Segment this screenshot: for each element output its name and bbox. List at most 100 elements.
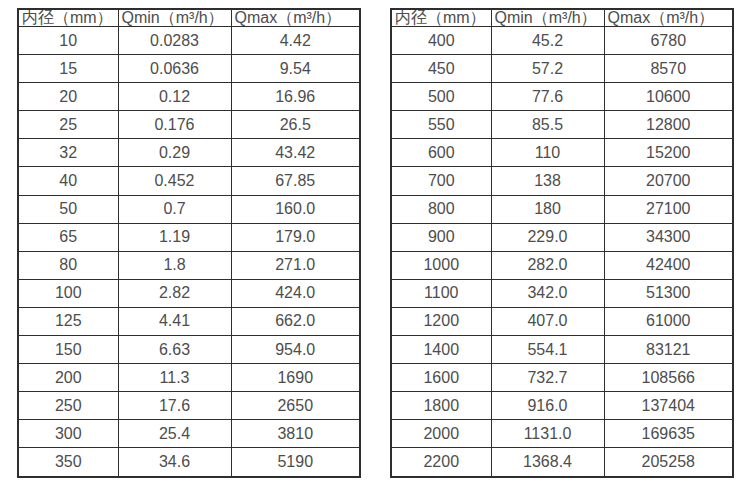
- qmax-cell: 424.0: [231, 279, 360, 307]
- table-row: 1400554.183121: [391, 336, 733, 364]
- qmax-cell: 954.0: [231, 336, 360, 364]
- qmax-cell: 3810: [231, 420, 360, 448]
- table-row: 400.45267.85: [18, 167, 360, 195]
- qmax-cell: 205258: [604, 448, 733, 477]
- inner-diameter-cell: 20: [18, 83, 118, 111]
- qmax-cell: 179.0: [231, 223, 360, 251]
- qmin-cell: 1.19: [118, 223, 231, 251]
- inner-diameter-cell: 10: [18, 27, 118, 55]
- table-row: 200.1216.96: [18, 83, 360, 111]
- inner-diameter-cell: 700: [391, 167, 491, 195]
- table-row: 35034.65190: [18, 448, 360, 477]
- inner-diameter-cell: 125: [18, 307, 118, 335]
- qmax-cell: 26.5: [231, 111, 360, 139]
- table-row: 70013820700: [391, 167, 733, 195]
- inner-diameter-cell: 1100: [391, 279, 491, 307]
- qmax-cell: 42400: [604, 251, 733, 279]
- inner-diameter-cell: 350: [18, 448, 118, 477]
- inner-diameter-cell: 150: [18, 336, 118, 364]
- qmax-cell: 169635: [604, 420, 733, 448]
- table-row: 60011015200: [391, 139, 733, 167]
- inner-diameter-cell: 80: [18, 251, 118, 279]
- qmin-cell: 0.0283: [118, 27, 231, 55]
- qmax-cell: 662.0: [231, 307, 360, 335]
- qmax-cell: 61000: [604, 307, 733, 335]
- table-row: 45057.28570: [391, 55, 733, 83]
- table-row: 1506.63954.0: [18, 336, 360, 364]
- qmin-cell: 25.4: [118, 420, 231, 448]
- inner-diameter-cell: 65: [18, 223, 118, 251]
- inner-diameter-cell: 450: [391, 55, 491, 83]
- qmin-cell: 0.452: [118, 167, 231, 195]
- table-row: 80018027100: [391, 195, 733, 223]
- qmin-cell: 0.7: [118, 195, 231, 223]
- table-row: 320.2943.42: [18, 139, 360, 167]
- table-row: 50077.610600: [391, 83, 733, 111]
- table-row: 20011.31690: [18, 364, 360, 392]
- qmax-cell: 271.0: [231, 251, 360, 279]
- qmax-cell: 2650: [231, 392, 360, 420]
- qmin-cell: 85.5: [491, 111, 604, 139]
- table-row: 100.02834.42: [18, 27, 360, 55]
- qmin-cell: 110: [491, 139, 604, 167]
- qmin-cell: 45.2: [491, 27, 604, 55]
- qmax-cell: 43.42: [231, 139, 360, 167]
- table-row: 1100342.051300: [391, 279, 733, 307]
- table-row: 1600732.7108566: [391, 364, 733, 392]
- table-row: 1254.41662.0: [18, 307, 360, 335]
- qmax-cell: 8570: [604, 55, 733, 83]
- inner-diameter-cell: 2000: [391, 420, 491, 448]
- table-row: 30025.43810: [18, 420, 360, 448]
- qmin-cell: 57.2: [491, 55, 604, 83]
- qmin-cell: 0.12: [118, 83, 231, 111]
- qmax-cell: 10600: [604, 83, 733, 111]
- qmax-cell: 1690: [231, 364, 360, 392]
- inner-diameter-cell: 2200: [391, 448, 491, 477]
- inner-diameter-cell: 40: [18, 167, 118, 195]
- inner-diameter-cell: 300: [18, 420, 118, 448]
- table-row: 55085.512800: [391, 111, 733, 139]
- inner-diameter-cell: 1600: [391, 364, 491, 392]
- inner-diameter-cell: 900: [391, 223, 491, 251]
- inner-diameter-cell: 800: [391, 195, 491, 223]
- header-row: 内径（mm）Qmin（m³/h）Qmax（m³/h）: [391, 9, 733, 27]
- column-header-inner-diameter: 内径（mm）: [18, 9, 118, 27]
- qmin-cell: 180: [491, 195, 604, 223]
- table-row: 651.19179.0: [18, 223, 360, 251]
- flowmeter-spec-page: 内径（mm）Qmin（m³/h）Qmax（m³/h）100.02834.4215…: [0, 0, 750, 483]
- flow-spec-table-large-diameters: 内径（mm）Qmin（m³/h）Qmax（m³/h）40045.26780450…: [390, 8, 734, 478]
- table-row: 25017.62650: [18, 392, 360, 420]
- inner-diameter-cell: 600: [391, 139, 491, 167]
- table-row: 150.06369.54: [18, 55, 360, 83]
- column-header-qmax: Qmax（m³/h）: [231, 9, 360, 27]
- qmin-cell: 342.0: [491, 279, 604, 307]
- table-row: 801.8271.0: [18, 251, 360, 279]
- qmax-cell: 160.0: [231, 195, 360, 223]
- table-row: 20001131.0169635: [391, 420, 733, 448]
- qmin-cell: 138: [491, 167, 604, 195]
- qmin-cell: 0.29: [118, 139, 231, 167]
- qmin-cell: 4.41: [118, 307, 231, 335]
- inner-diameter-cell: 15: [18, 55, 118, 83]
- inner-diameter-cell: 500: [391, 83, 491, 111]
- inner-diameter-cell: 1200: [391, 307, 491, 335]
- qmin-cell: 11.3: [118, 364, 231, 392]
- qmax-cell: 51300: [604, 279, 733, 307]
- qmax-cell: 83121: [604, 336, 733, 364]
- qmin-cell: 282.0: [491, 251, 604, 279]
- inner-diameter-cell: 50: [18, 195, 118, 223]
- column-header-qmax: Qmax（m³/h）: [604, 9, 733, 27]
- inner-diameter-cell: 250: [18, 392, 118, 420]
- inner-diameter-cell: 550: [391, 111, 491, 139]
- inner-diameter-cell: 25: [18, 111, 118, 139]
- flow-spec-table-small-diameters: 内径（mm）Qmin（m³/h）Qmax（m³/h）100.02834.4215…: [17, 8, 361, 478]
- qmax-cell: 27100: [604, 195, 733, 223]
- inner-diameter-cell: 400: [391, 27, 491, 55]
- qmin-cell: 77.6: [491, 83, 604, 111]
- table-row: 250.17626.5: [18, 111, 360, 139]
- table-row: 1002.82424.0: [18, 279, 360, 307]
- qmax-cell: 4.42: [231, 27, 360, 55]
- qmin-cell: 732.7: [491, 364, 604, 392]
- qmin-cell: 6.63: [118, 336, 231, 364]
- table-row: 40045.26780: [391, 27, 733, 55]
